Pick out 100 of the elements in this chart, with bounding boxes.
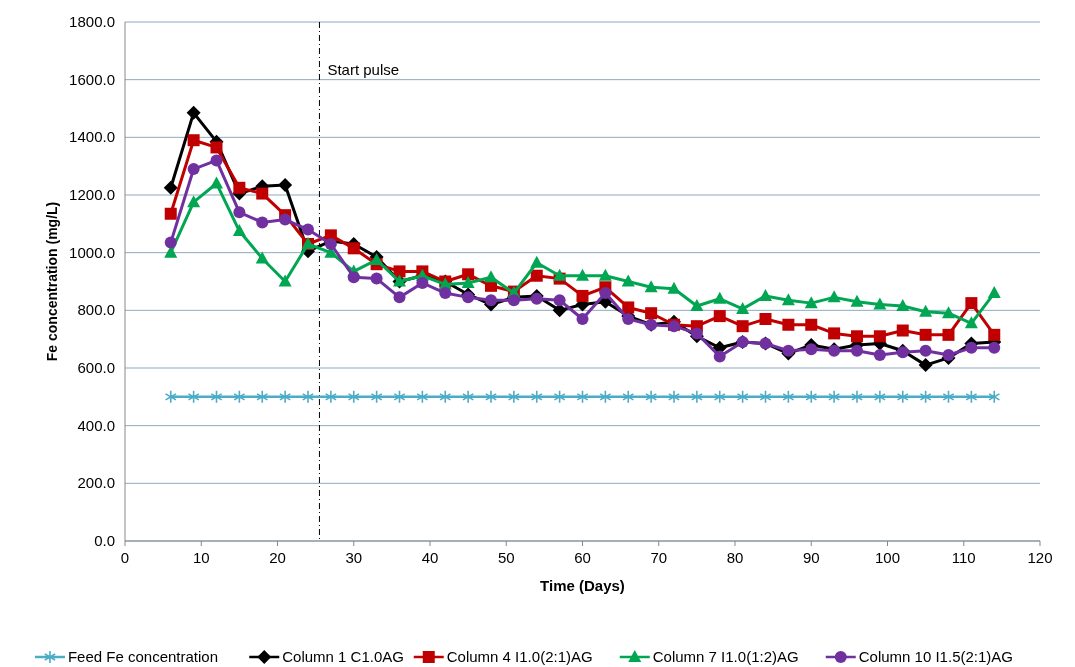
x-tick-label: 60	[574, 549, 591, 566]
point	[965, 297, 978, 310]
point	[828, 390, 840, 403]
y-tick-label: 0.0	[94, 532, 115, 549]
point	[576, 289, 589, 302]
point	[599, 287, 612, 300]
x-tick-label: 120	[1027, 549, 1053, 566]
point	[164, 236, 177, 249]
point	[302, 223, 314, 236]
point	[827, 290, 841, 303]
x-tick-label: 100	[874, 549, 901, 566]
point	[942, 306, 955, 319]
legend-label: Column 10 I1.5(2:1)AG	[858, 648, 1013, 665]
point	[988, 328, 1001, 341]
x-tick-label: 70	[650, 549, 668, 566]
point	[668, 390, 680, 403]
point	[279, 213, 292, 226]
point	[782, 318, 795, 331]
point	[553, 268, 567, 281]
point	[645, 390, 657, 403]
y-tick-label: 1400.0	[69, 128, 115, 146]
point	[919, 344, 932, 357]
point	[896, 324, 909, 337]
point	[964, 316, 978, 329]
point	[255, 251, 269, 264]
point	[691, 390, 703, 403]
legend-label: Column 1 C1.0AG	[282, 648, 404, 665]
point	[233, 206, 246, 219]
point	[598, 268, 612, 281]
y-tick-label: 1800.0	[69, 13, 115, 30]
x-tick-label: 0	[120, 549, 130, 566]
y-tick-label: 1000.0	[69, 243, 115, 261]
point	[622, 301, 635, 314]
x-tick-label: 50	[497, 549, 515, 566]
point	[462, 268, 475, 281]
point	[393, 265, 406, 278]
x-tick-label: 110	[951, 549, 976, 566]
point	[508, 390, 520, 403]
point	[645, 307, 658, 320]
ref-line-label: Start pulse	[327, 61, 400, 78]
point	[576, 268, 589, 281]
point	[782, 344, 795, 357]
point	[874, 390, 886, 403]
point	[232, 224, 246, 237]
point	[416, 276, 429, 289]
point	[187, 163, 200, 176]
point	[988, 390, 1000, 403]
point	[485, 294, 497, 307]
point	[919, 304, 933, 317]
point	[896, 299, 910, 312]
point	[828, 327, 841, 340]
point	[850, 294, 864, 307]
point	[302, 390, 314, 403]
point	[781, 293, 795, 306]
point	[347, 242, 360, 255]
point	[919, 328, 932, 341]
y-tick-label: 1200.0	[69, 186, 115, 203]
point	[897, 390, 909, 403]
y-tick-label: 800.0	[77, 301, 115, 319]
y-tick-label: 400.0	[77, 416, 115, 434]
point	[942, 328, 955, 341]
x-tick-label: 30	[345, 549, 363, 566]
point	[325, 390, 337, 403]
point	[805, 343, 818, 356]
y-axis-title: Fe concentration (mg/L)	[44, 201, 60, 362]
point	[987, 286, 1001, 299]
legend-label: Feed Fe concentration	[67, 648, 219, 665]
point	[186, 105, 201, 120]
point	[873, 297, 887, 310]
point	[759, 288, 772, 301]
point	[851, 390, 863, 403]
point	[210, 154, 223, 167]
point	[805, 318, 818, 331]
point	[851, 330, 863, 343]
point	[439, 390, 451, 403]
point	[530, 269, 543, 282]
point	[804, 296, 818, 309]
point	[210, 176, 223, 189]
point	[530, 255, 544, 268]
point	[873, 349, 886, 362]
y-tick-label: 200.0	[77, 474, 115, 492]
point	[667, 281, 681, 294]
point	[988, 341, 1001, 354]
legend-label: Column 7 I1.0(1:2)AG	[652, 648, 799, 665]
point	[736, 320, 749, 333]
point	[485, 390, 497, 403]
point	[531, 390, 543, 403]
point	[163, 180, 178, 195]
point	[552, 303, 567, 318]
point	[622, 390, 634, 403]
point	[851, 344, 863, 357]
point	[164, 207, 177, 220]
point	[462, 291, 475, 304]
point	[279, 390, 291, 403]
point	[348, 390, 360, 403]
point	[187, 195, 201, 208]
point	[324, 238, 337, 251]
point	[965, 341, 978, 354]
point	[530, 292, 543, 305]
y-tick-label: 1600.0	[69, 70, 115, 88]
